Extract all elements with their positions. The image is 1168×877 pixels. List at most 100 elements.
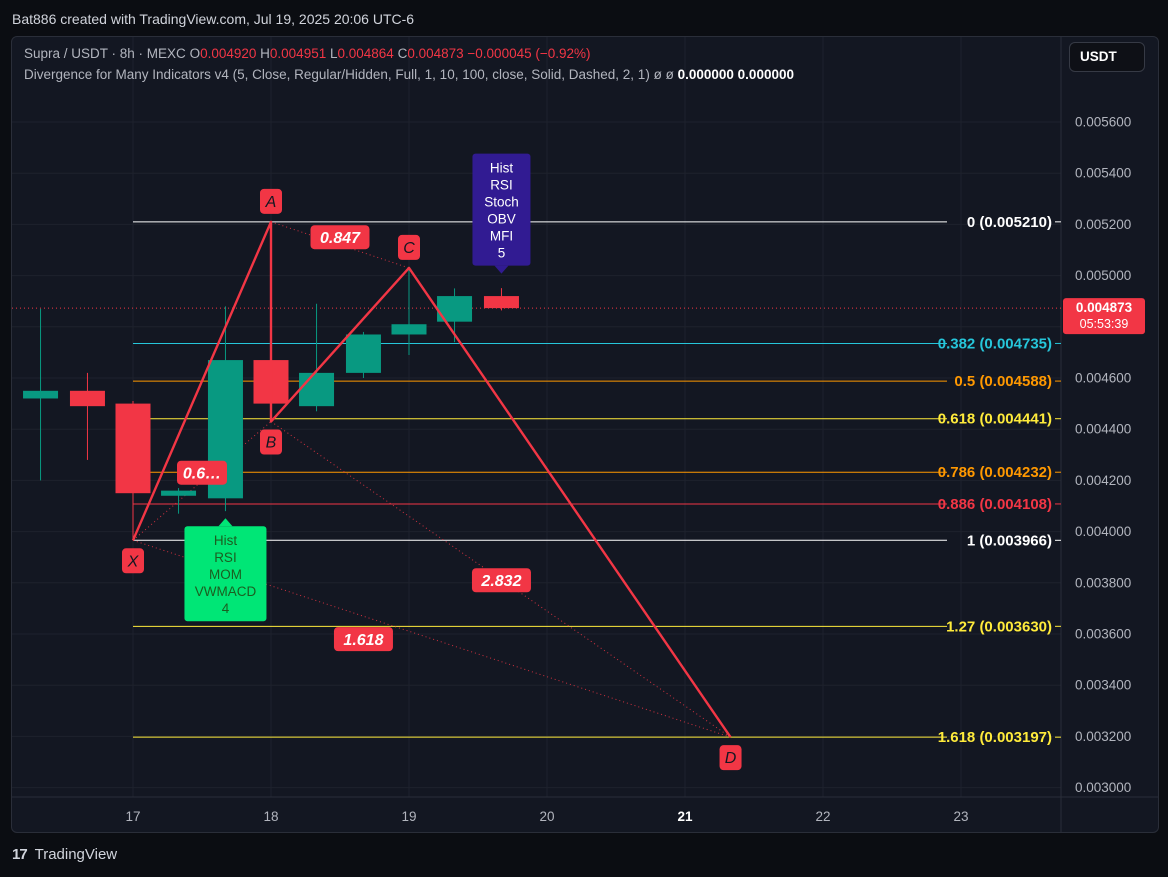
ratio-label-box (310, 225, 370, 250)
ratio-line (270, 421, 731, 738)
price-axis-tick-label: 0.003800 (1075, 575, 1131, 590)
high-value: 0.004951 (269, 46, 327, 61)
divergence-text: RSI (214, 550, 237, 565)
open-label: O (189, 46, 201, 61)
candle-body (69, 390, 105, 407)
divergence-text: MOM (209, 567, 242, 582)
fib-level-label: 0.886 (0.004108) (938, 496, 1052, 513)
ratio-label: 0.6… (183, 466, 221, 483)
divergence-text: RSI (490, 178, 513, 193)
bar-countdown: 05:53:39 (1080, 317, 1129, 331)
price-axis-tick-label: 0.003400 (1075, 678, 1131, 693)
grid (12, 37, 1061, 797)
price-axis-tick-label: 0.005600 (1075, 115, 1131, 130)
point-label-a: A (265, 194, 277, 211)
last-price-value: 0.004873 (1076, 300, 1133, 315)
ratio-label: 1.618 (343, 632, 383, 649)
divergence-pointer (218, 518, 233, 527)
divergence-text: MFI (490, 229, 513, 244)
price-axis-tick-label: 0.004600 (1075, 371, 1131, 386)
change-value: −0.000045 (−0.92%) (467, 46, 591, 61)
fib-level-label: 1.618 (0.003197) (938, 729, 1052, 746)
point-label-box (260, 429, 282, 455)
price-axis-tick-label: 0.003600 (1075, 627, 1131, 642)
divergence-text: Stoch (484, 195, 519, 210)
indicator-value-2: 0.000000 (737, 67, 794, 82)
fib-level-label: 0.382 (0.004735) (938, 335, 1052, 352)
fib-level-label: 1.27 (0.003630) (946, 618, 1052, 635)
divergence-box (184, 526, 267, 622)
price-axis-tick-label: 0.004200 (1075, 473, 1131, 488)
fib-level-label: 0.786 (0.004232) (938, 464, 1052, 481)
xabcd-legs (131, 220, 732, 738)
symbol-legend[interactable]: Supra / USDT · 8h · MEXC O0.004920 H0.00… (24, 46, 591, 61)
chart-panel[interactable]: 0.005600 0.005400 0.005200 0.005000 0.004600… (11, 36, 1159, 833)
open-value: 0.004920 (200, 46, 257, 61)
point-label-box (260, 188, 282, 214)
point-label-box (122, 548, 144, 574)
time-axis-tick-label: 19 (401, 809, 416, 824)
footer-brand: TradingView (34, 846, 118, 863)
divergence-text: VWMACD (195, 584, 257, 599)
ratio-label: 2.832 (480, 573, 521, 590)
symbol-name[interactable]: Supra / USDT · 8h · MEXC (24, 46, 186, 61)
point-label-d: D (725, 750, 737, 767)
fib-level-label: 0.618 (0.004441) (938, 411, 1052, 428)
time-axis-tick-label: 23 (953, 809, 968, 824)
time-axis-tick-label: 20 (539, 809, 554, 824)
price-axis-tick-label: 0.003200 (1075, 729, 1131, 744)
fib-level-label: 0.5 (0.004588) (954, 373, 1052, 390)
last-price-tag: 0.004873 05:53:39 (1063, 298, 1145, 335)
last-price-tag-box (1063, 298, 1145, 335)
ratio-label-box (333, 627, 393, 652)
divergence-text: OBV (487, 212, 516, 227)
point-label-box (398, 234, 420, 260)
price-axis-tick-label: 0.003000 (1075, 780, 1131, 795)
divergence-pointer (494, 265, 509, 274)
price-chart[interactable]: 0.005600 0.005400 0.005200 0.005000 0.004600… (12, 37, 1158, 832)
low-value: 0.004864 (337, 46, 394, 61)
fib-level-label: 0 (0.005210) (967, 214, 1052, 231)
price-axis-tick-label: 0.005400 (1075, 166, 1131, 181)
ratio-label: 0.847 (320, 230, 361, 247)
divergence-text: Hist (490, 161, 513, 176)
price-axis-tick-label: 0.005200 (1075, 217, 1131, 232)
low-label: L (329, 46, 338, 61)
candle-body (483, 296, 519, 309)
point-label-x: X (127, 553, 140, 570)
harmonic-pattern: X A B C D 0.847 0.6… 2.832 1.618 (122, 188, 742, 771)
candle-body (115, 403, 151, 494)
price-axis-tick-label: 0.005000 (1075, 268, 1131, 283)
time-axis-tick-label: 21 (677, 809, 693, 824)
close-value: 0.004873 (407, 46, 464, 61)
price-axis-tick-label: 0.004400 (1075, 422, 1131, 437)
divergence-text: 5 (498, 246, 506, 261)
time-axis-tick-label: 17 (125, 809, 140, 824)
tradingview-footer: 17 TradingView (12, 846, 117, 868)
ratio-label-box (177, 460, 227, 485)
candle-body (299, 372, 335, 407)
bullish-divergence-label: Hist RSI MOM VWMACD 4 (184, 518, 267, 622)
fib-level-label: 1 (0.003966) (967, 532, 1052, 549)
time-axis-tick-label: 18 (263, 809, 278, 824)
point-label-box (719, 745, 742, 771)
divergence-box (472, 153, 531, 266)
creator-attribution: Bat886 created with TradingView.com, Jul… (12, 11, 415, 27)
close-label: C (397, 46, 408, 61)
indicator-name[interactable]: Divergence for Many Indicators v4 (5, Cl… (24, 67, 650, 82)
indicator-legend[interactable]: Divergence for Many Indicators v4 (5, Cl… (24, 67, 794, 82)
point-label-b: B (266, 435, 277, 452)
price-axis-tick-label: 0.004000 (1075, 524, 1131, 539)
top-bar: Bat886 created with TradingView.com, Jul… (0, 0, 1168, 36)
candle-body (23, 390, 59, 399)
tradingview-logo-icon: 17 (12, 846, 28, 863)
currency-button[interactable]: USDT (1069, 42, 1145, 72)
ratio-label-box (471, 568, 531, 593)
divergence-text: Hist (214, 533, 237, 548)
candle-body (345, 334, 381, 373)
bearish-divergence-label: Hist RSI Stoch OBV MFI 5 (472, 153, 531, 274)
point-label-c: C (403, 240, 415, 257)
indicator-symbols: ø ø (653, 67, 674, 82)
candle-body (391, 324, 427, 335)
high-label: H (260, 46, 270, 61)
